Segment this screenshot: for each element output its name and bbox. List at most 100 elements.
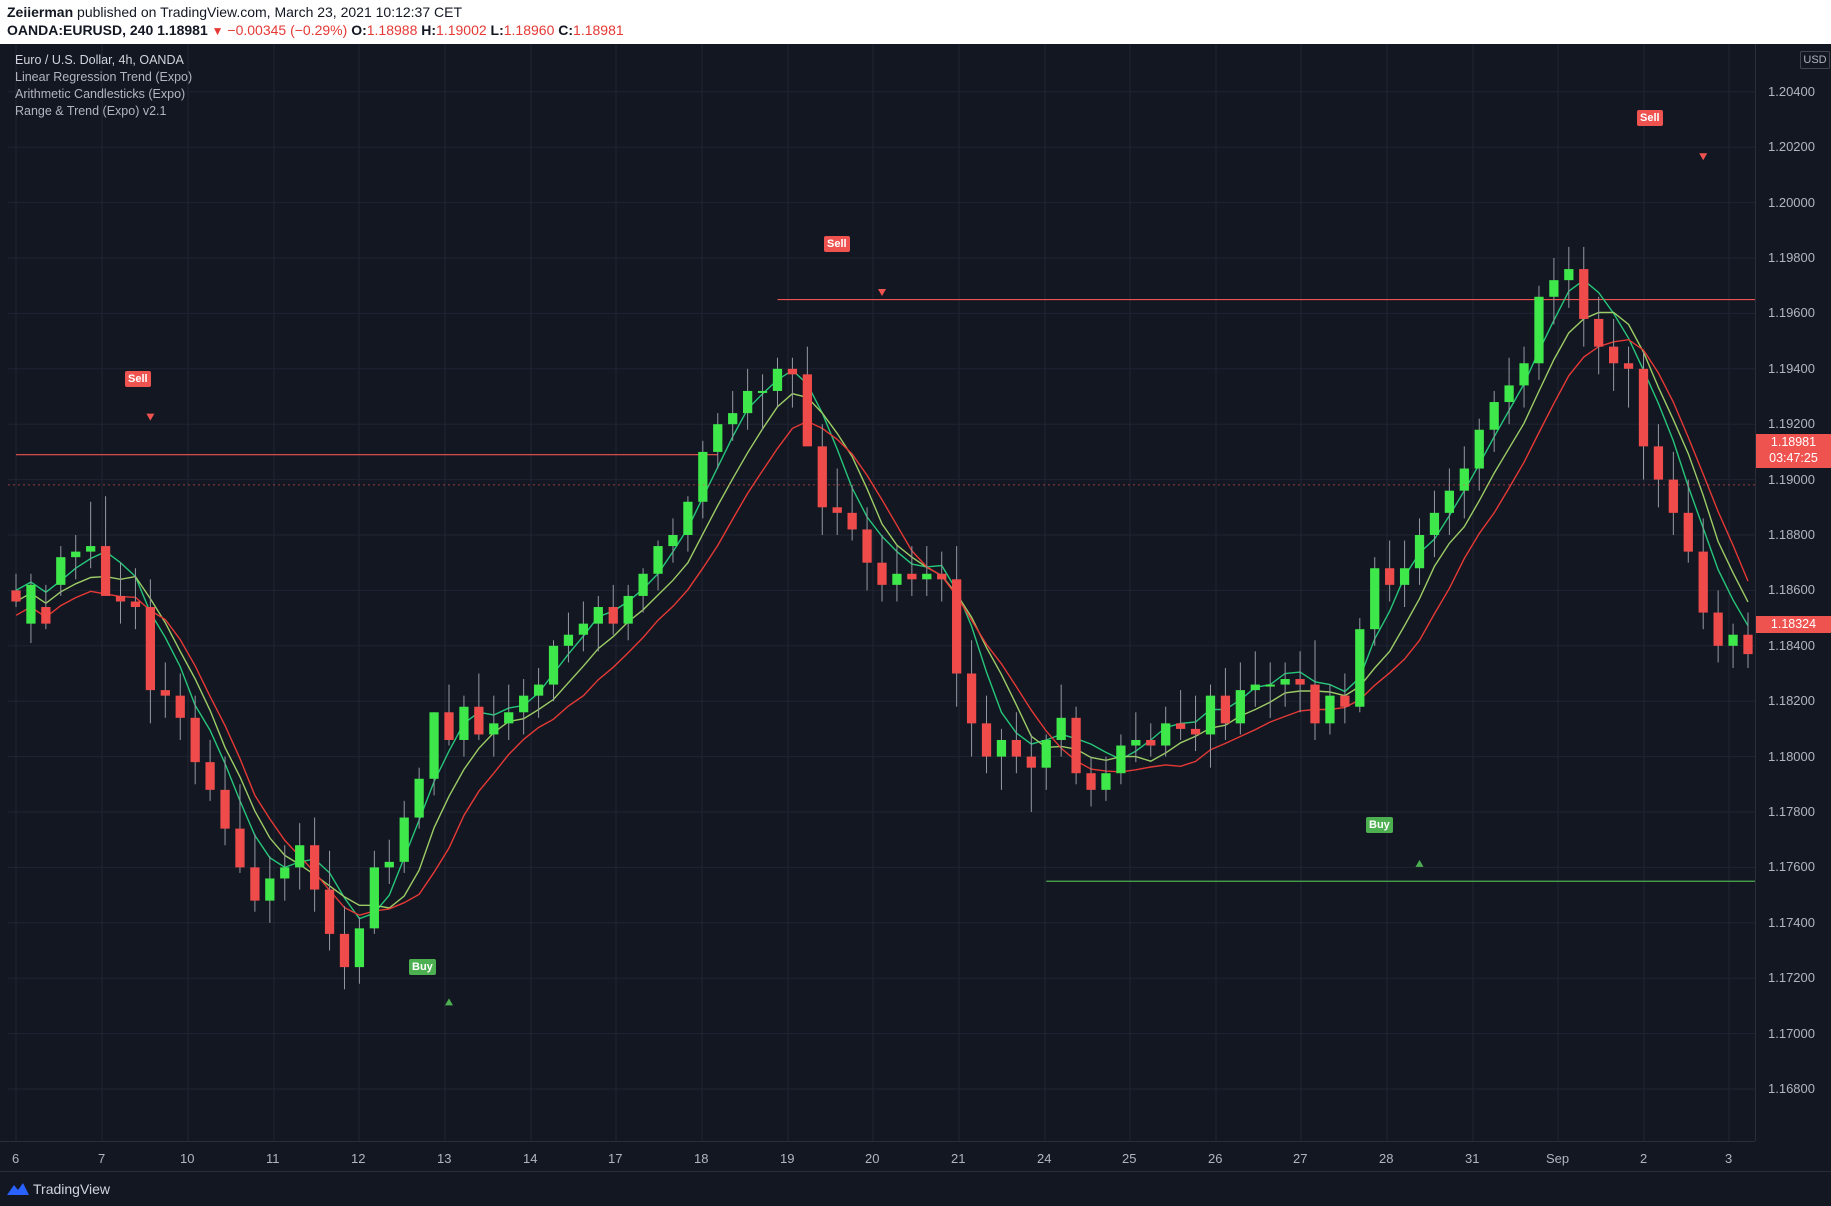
arrow-down-icon: ▼ [211, 24, 224, 38]
candle-bearish [802, 374, 812, 447]
candle-bullish [1325, 695, 1335, 724]
close-value: 1.18981 [573, 22, 624, 38]
candle-bullish [578, 623, 589, 635]
candle-bullish [1101, 773, 1111, 790]
time-tick-label: 7 [98, 1151, 106, 1166]
price-tick-label: 1.18200 [1768, 693, 1815, 709]
time-tick-label: 18 [694, 1151, 709, 1166]
candle-bearish [981, 723, 992, 757]
candle-bullish [713, 424, 723, 452]
candle-bullish [1041, 739, 1051, 768]
close-label: C: [558, 22, 574, 38]
candle-bullish [728, 413, 738, 425]
open-label: O: [351, 22, 367, 38]
price-tick-label: 1.19200 [1768, 416, 1815, 432]
time-tick-label: 21 [951, 1151, 966, 1166]
candle-bullish [1265, 684, 1275, 687]
candle-bullish [1280, 679, 1290, 685]
sell-triangle-icon [146, 413, 155, 421]
candle-bearish [1668, 479, 1678, 513]
candle-bearish [41, 607, 51, 624]
candle-bullish [399, 817, 409, 862]
currency-tag[interactable]: USD [1800, 51, 1830, 69]
sell-triangle-icon [1699, 153, 1708, 161]
candle-bullish [1235, 690, 1245, 724]
legend-indicator[interactable]: Range & Trend (Expo) v2.1 [15, 104, 167, 118]
candle-bearish [205, 762, 215, 790]
time-axis[interactable]: 6 7 10 11 12 13 14 17 18 19 20 21 24 25 26 27 28 31 Sep 2 3 [0, 1141, 1755, 1172]
legend-indicator[interactable]: Linear Regression Trend (Expo) [15, 70, 193, 84]
candle-bearish [1594, 318, 1604, 347]
candle-bullish [623, 595, 633, 624]
candle-bullish [1429, 512, 1440, 535]
buy-signal-label: Buy [409, 959, 436, 975]
time-tick-label: 31 [1465, 1151, 1480, 1166]
candle-bearish [1011, 739, 1022, 757]
sell-triangle-icon [878, 289, 886, 297]
candle-bullish [1519, 363, 1529, 386]
time-tick-label: 10 [180, 1151, 195, 1166]
candle-bullish [892, 573, 902, 585]
legend-title[interactable]: Euro / U.S. Dollar, 4h, OANDA [15, 53, 184, 67]
candle-bearish [1026, 756, 1036, 768]
candle-bullish [742, 390, 753, 414]
time-tick-label: 24 [1037, 1151, 1052, 1166]
trend-line-mid [15, 311, 1749, 909]
time-tick-label: 26 [1208, 1151, 1223, 1166]
candle-bullish [1504, 385, 1514, 403]
author-name[interactable]: Zeiierman [7, 4, 74, 20]
candle-bullish [369, 867, 379, 929]
legend-indicator[interactable]: Arithmetic Candlesticks (Expo) [15, 87, 186, 101]
candle-bullish [996, 739, 1007, 757]
symbol-name[interactable]: OANDA:EURUSD, 240 [7, 22, 154, 38]
price-tick-label: 1.16800 [1768, 1081, 1815, 1096]
candle-bullish [1399, 568, 1410, 585]
candle-bullish [414, 778, 424, 818]
candle-bearish [160, 690, 170, 696]
candle-bullish [1250, 684, 1260, 691]
chart-pane[interactable] [8, 44, 1755, 1141]
candle-bearish [1698, 551, 1708, 613]
candle-bearish [1175, 723, 1186, 729]
low-label: L: [490, 22, 504, 38]
buy-signal-label: Buy [1366, 817, 1393, 833]
candle-bullish [86, 546, 96, 552]
candle-bearish [1385, 568, 1395, 585]
time-tick-label: 2 [1640, 1151, 1648, 1166]
candle-bearish [1295, 679, 1305, 685]
candle-bullish [653, 546, 663, 574]
candle-bearish [1683, 512, 1693, 552]
chart-legend: Euro / U.S. Dollar, 4h, OANDA Linear Reg… [15, 52, 192, 120]
candle-bearish [1713, 612, 1723, 646]
price-tick-label: 1.19000 [1768, 471, 1815, 487]
candle-bullish [548, 645, 559, 685]
candle-bullish [504, 712, 514, 724]
candle-bullish [683, 501, 693, 535]
published-text: published on TradingView.com, March 23, … [77, 4, 463, 20]
candle-bearish [1220, 695, 1231, 724]
time-tick-label: 11 [266, 1151, 280, 1166]
price-tick-label: 1.17200 [1768, 970, 1815, 986]
candlestick-chart[interactable] [8, 44, 1755, 1141]
candle-bullish [533, 684, 544, 696]
candle-bullish [295, 845, 305, 868]
candle-bullish [593, 607, 603, 624]
price-marker: 1.18324 [1756, 616, 1831, 633]
price-axis[interactable]: 1.20400 1.20200 1.20000 1.19800 1.19600 1.194… [1755, 44, 1831, 1141]
candle-bullish [757, 390, 768, 393]
price-tick-label: 1.17600 [1768, 859, 1815, 875]
candle-bearish [1653, 446, 1664, 480]
candle-bearish [1623, 363, 1634, 369]
candle-bullish [429, 712, 439, 779]
time-tick-label: 6 [12, 1151, 20, 1166]
candle-bullish [1161, 723, 1171, 746]
price-tick-label: 1.18800 [1768, 527, 1815, 542]
candle-bearish [787, 368, 798, 375]
brand-name[interactable]: TradingView [33, 1181, 111, 1197]
candle-bullish [563, 634, 574, 646]
candle-bullish [1370, 568, 1380, 630]
time-tick-label: 17 [608, 1151, 623, 1166]
price-tick-label: 1.19800 [1768, 250, 1815, 265]
candle-bullish [1549, 280, 1559, 297]
